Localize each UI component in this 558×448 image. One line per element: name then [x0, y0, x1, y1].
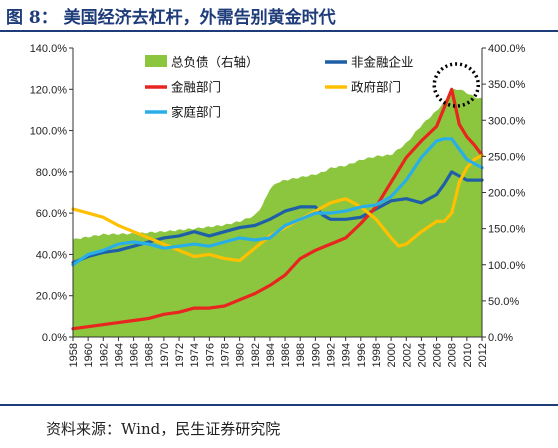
- x-tick-label: 1964: [113, 343, 125, 367]
- x-tick-label: 1968: [144, 343, 156, 367]
- y-left-tick-label: 40.0%: [36, 249, 67, 261]
- x-tick-label: 1988: [295, 343, 307, 367]
- legend-label: 非金融企业: [351, 55, 414, 70]
- x-tick-label: 1970: [159, 343, 171, 367]
- x-tick-label: 2012: [477, 343, 489, 367]
- y-left-tick-label: 0.0%: [42, 332, 67, 344]
- x-tick-label: 1974: [189, 343, 201, 367]
- x-tick-label: 1982: [250, 343, 262, 367]
- line-financial-sector: [71, 87, 484, 331]
- y-left-tick-label: 140.0%: [30, 43, 68, 55]
- x-tick-label: 1960: [83, 343, 95, 367]
- x-tick-label: 2006: [432, 343, 444, 367]
- annotation-layer: [432, 62, 480, 108]
- legend-label: 家庭部门: [171, 105, 221, 120]
- x-tick-label: 2000: [386, 343, 398, 367]
- x-tick-label: 1994: [341, 343, 353, 367]
- x-tick-label: 1986: [280, 343, 292, 367]
- x-tick-label: 2010: [462, 343, 474, 367]
- x-tick-label: 1980: [235, 343, 247, 367]
- chart: 0.0% 20.0% 40.0% 60.0% 80.0% 100.0% 120.0% 140.…: [30, 43, 526, 367]
- line-nonfinancial-corporate: [71, 170, 484, 265]
- y-right-tick-label: 250.0%: [488, 151, 526, 163]
- area-layer: [73, 88, 482, 338]
- y-right-tick-label: 350.0%: [488, 79, 526, 91]
- line-household-sector: [71, 137, 484, 267]
- legend-swatch: [145, 55, 167, 67]
- title-rule: [0, 30, 558, 32]
- y-right-tick-label: 0.0%: [488, 332, 513, 344]
- peak-annotation-circle: [432, 62, 480, 108]
- y-left-tick-label: 120.0%: [30, 84, 68, 96]
- x-tick-label: 1962: [98, 343, 110, 367]
- x-tick-label: 1978: [219, 343, 231, 367]
- legend-label: 金融部门: [171, 80, 221, 95]
- x-tick-label: 1976: [204, 343, 216, 367]
- x-tick-label: 1990: [310, 343, 322, 367]
- x-tick-label: 1984: [265, 343, 277, 367]
- axis-layer: 0.0% 20.0% 40.0% 60.0% 80.0% 100.0% 120.0% 140.…: [30, 43, 526, 367]
- legend-total-debt: 总负债（右轴）: [145, 55, 259, 70]
- x-tick-label: 1958: [68, 343, 80, 367]
- legend-nonfinancial-corporate: 非金融企业: [325, 55, 414, 70]
- y-right-tick-label: 150.0%: [488, 224, 526, 236]
- y-left-tick-label: 20.0%: [36, 291, 67, 303]
- footer-rule: [0, 404, 558, 406]
- x-tick-label: 1966: [129, 343, 141, 367]
- x-tick-label: 1998: [371, 343, 383, 367]
- x-tick-label: 1972: [174, 343, 186, 367]
- y-right-tick-label: 400.0%: [488, 43, 526, 55]
- legend-label: 总负债（右轴）: [171, 55, 259, 70]
- figure-title: 图 8： 美国经济去杠杆，外需告别黄金时代: [6, 8, 336, 28]
- legend-government-sector: 政府部门: [325, 80, 401, 95]
- x-tick-label: 2004: [416, 343, 428, 367]
- y-right-tick-label: 100.0%: [488, 260, 526, 272]
- y-right-tick-label: 300.0%: [488, 115, 526, 127]
- line-layer: [71, 87, 484, 331]
- y-left-tick-label: 80.0%: [36, 167, 67, 179]
- x-tick-label: 1996: [356, 343, 368, 367]
- legend-financial-sector: 金融部门: [145, 80, 221, 95]
- legend-household-sector: 家庭部门: [145, 105, 221, 120]
- source-note: 资料来源：Wind，民生证券研究院: [46, 420, 281, 438]
- y-left-tick-label: 60.0%: [36, 208, 67, 220]
- y-right-tick-label: 50.0%: [488, 296, 519, 308]
- x-tick-label: 2008: [447, 343, 459, 367]
- legend-label: 政府部门: [351, 80, 401, 95]
- area-total-debt: [73, 88, 482, 338]
- y-left-tick-label: 100.0%: [30, 126, 68, 138]
- y-right-tick-label: 200.0%: [488, 188, 526, 200]
- x-tick-label: 2002: [401, 343, 413, 367]
- x-tick-label: 1992: [326, 343, 338, 367]
